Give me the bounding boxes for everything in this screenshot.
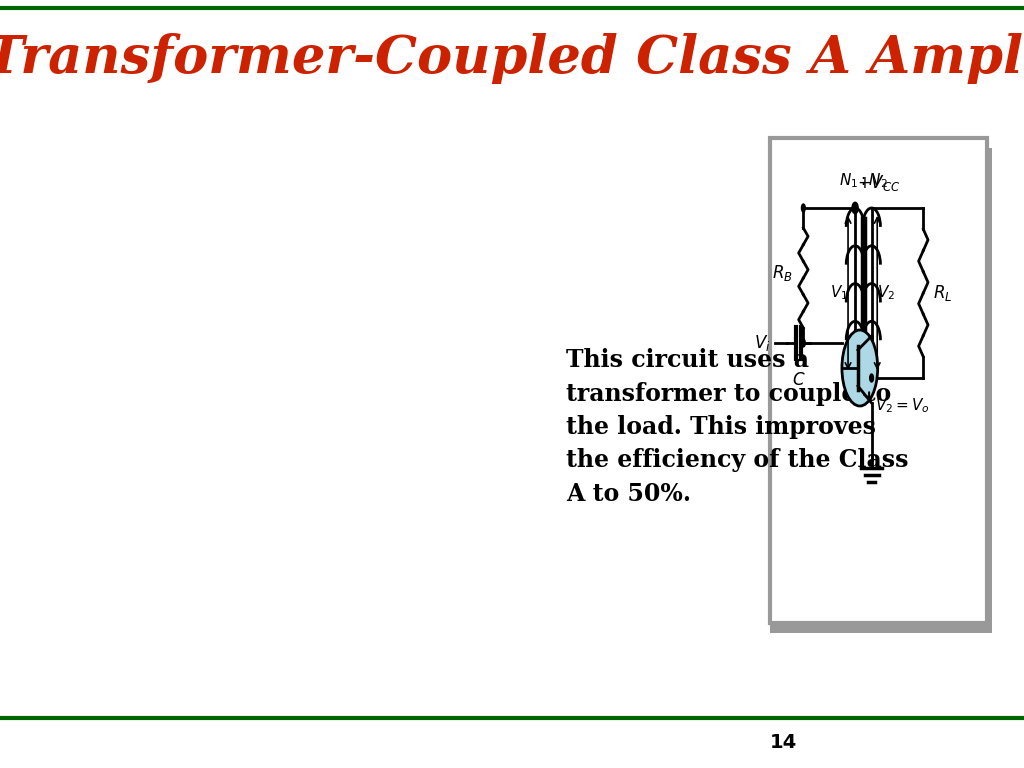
Text: $R_B$: $R_B$ <box>772 263 793 283</box>
Text: $V_1$: $V_1$ <box>829 283 848 303</box>
Text: $+V_{CC}$: $+V_{CC}$ <box>857 173 901 193</box>
Bar <box>987 148 992 633</box>
Circle shape <box>802 204 805 212</box>
Text: 14: 14 <box>769 733 797 753</box>
Text: $V_2$: $V_2$ <box>877 283 895 303</box>
Circle shape <box>853 204 857 211</box>
Bar <box>770 621 992 633</box>
Bar <box>770 138 987 623</box>
Text: $V_2 = V_o$: $V_2 = V_o$ <box>874 396 930 415</box>
Text: Transformer-Coupled Class A Amplifier: Transformer-Coupled Class A Amplifier <box>0 33 1024 84</box>
Text: $R_L$: $R_L$ <box>933 283 952 303</box>
Circle shape <box>842 330 878 406</box>
Circle shape <box>802 339 805 347</box>
Text: $C$: $C$ <box>792 371 806 389</box>
Text: $N_1 : N_2$: $N_1 : N_2$ <box>839 171 888 190</box>
Circle shape <box>869 374 873 382</box>
Text: This circuit uses a
transformer to couple to
the load. This improves
the efficie: This circuit uses a transformer to coupl… <box>566 348 908 506</box>
Text: $V_i$: $V_i$ <box>754 333 770 353</box>
